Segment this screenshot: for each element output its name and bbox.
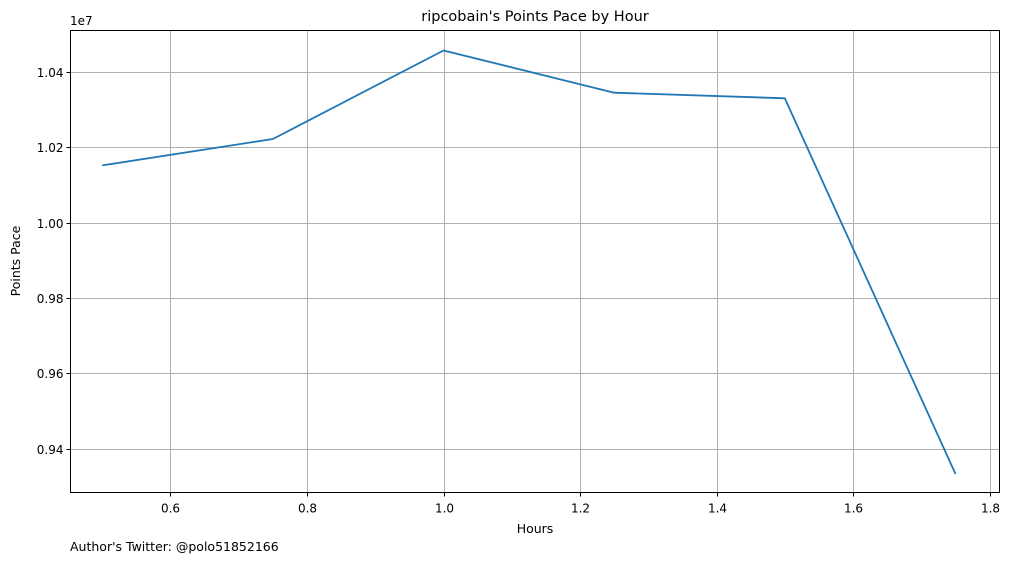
y-tick-label: 0.98 [37,292,64,306]
x-ticks: 0.6 0.8 1.0 1.2 1.4 1.6 1.8 [161,492,1000,516]
y-tick-label: 0.96 [37,367,64,381]
y-tick-label: 1.04 [37,66,64,80]
author-footnote: Author's Twitter: @polo51852166 [70,539,279,554]
x-tick-label: 1.8 [981,502,1000,516]
x-axis-label: Hours [517,521,554,536]
y-tick-label: 1.00 [37,217,64,231]
y-tick-label: 0.94 [37,443,64,457]
plot-frame [70,30,1000,493]
y-ticks: 0.94 0.96 0.98 1.00 1.02 1.04 [37,66,71,457]
y-offset-label: 1e7 [70,14,93,28]
x-tick-label: 0.8 [298,502,317,516]
chart-title: ripcobain's Points Pace by Hour [421,9,649,25]
grid [70,30,1000,493]
y-tick-label: 1.02 [37,141,64,155]
x-tick-label: 0.6 [161,502,180,516]
x-tick-label: 1.6 [844,502,863,516]
x-tick-label: 1.0 [435,502,454,516]
y-axis-label: Points Pace [8,225,23,296]
series-line [102,49,957,475]
x-tick-label: 1.2 [571,502,590,516]
x-tick-label: 1.4 [708,502,727,516]
